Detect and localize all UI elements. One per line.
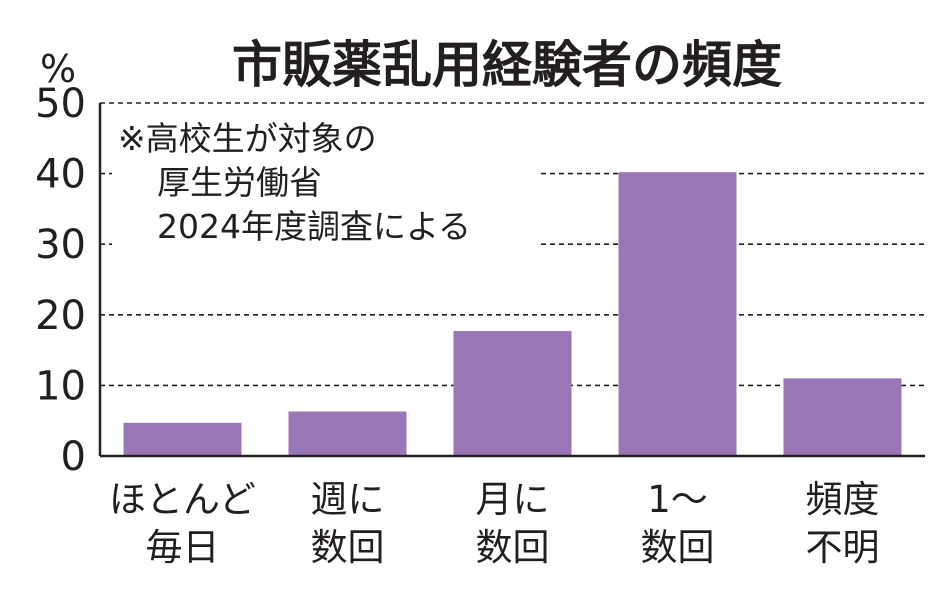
y-tick-label: 50 (35, 81, 86, 127)
x-category-label: 不明 (806, 526, 880, 569)
y-axis-unit: % (40, 47, 76, 91)
bar-5 (783, 378, 902, 456)
x-category-label: ほとんど (109, 478, 256, 521)
bar-1 (123, 422, 242, 456)
x-category-label: 週に (311, 478, 385, 521)
x-category-label: 頻度 (806, 478, 880, 521)
annotation-background (112, 116, 537, 258)
y-tick-label: 20 (35, 293, 86, 339)
y-tick-label: 10 (35, 363, 86, 409)
bar-3 (453, 331, 572, 456)
x-category-label: 1〜 (647, 478, 708, 521)
annotation-line: 2024年度調査による (157, 207, 471, 246)
axis-layer (98, 103, 925, 458)
annotation-line: ※高校生が対象の (118, 119, 377, 158)
bar-2 (288, 411, 407, 456)
y-tick-label: 0 (61, 434, 86, 480)
chart-title: 市販薬乱用経験者の頻度 (232, 36, 782, 94)
y-tick-label: 30 (35, 222, 86, 268)
x-category-label: 毎日 (146, 526, 220, 569)
bar-layer (123, 172, 902, 457)
x-category-label: 数回 (311, 526, 385, 569)
y-tick-label: 40 (35, 152, 86, 198)
x-category-label: 月に (476, 478, 550, 521)
bar-4 (618, 172, 737, 457)
x-category-label: 数回 (641, 526, 715, 569)
annotation-line: 厚生労働省 (157, 163, 322, 202)
x-category-label: 数回 (476, 526, 550, 569)
